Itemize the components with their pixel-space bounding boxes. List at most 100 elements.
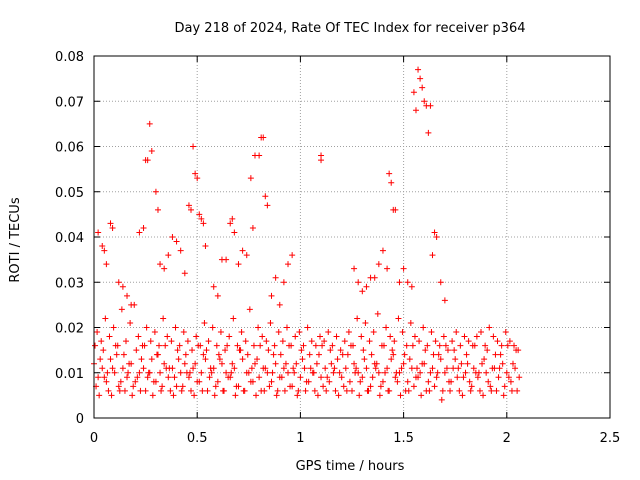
data-point (462, 369, 469, 376)
data-point (422, 347, 429, 354)
x-tick-label: 2 (503, 431, 511, 446)
data-point (257, 342, 264, 349)
data-point (318, 157, 325, 164)
data-point (145, 369, 152, 376)
data-point (338, 374, 345, 381)
data-point (449, 338, 456, 345)
data-point (487, 383, 494, 390)
data-point (401, 351, 408, 358)
data-point (466, 378, 473, 385)
data-point (488, 387, 495, 394)
data-point (140, 224, 147, 231)
data-point (341, 338, 348, 345)
data-point (188, 387, 195, 394)
data-point (114, 342, 121, 349)
data-point (280, 279, 287, 286)
data-point (425, 129, 432, 136)
data-point (184, 338, 191, 345)
data-point (324, 374, 331, 381)
data-point (482, 342, 489, 349)
data-point (408, 365, 415, 372)
data-point (349, 387, 355, 394)
data-point (156, 342, 163, 349)
data-point (442, 342, 449, 349)
data-point (493, 387, 500, 394)
data-point (456, 387, 463, 394)
data-point (188, 206, 195, 213)
data-point (473, 333, 480, 340)
data-point (496, 365, 503, 372)
data-point (474, 374, 481, 381)
data-point (102, 315, 109, 322)
data-point (419, 360, 426, 367)
data-point (359, 288, 366, 295)
data-point (417, 75, 424, 82)
data-point (196, 378, 203, 385)
data-point (467, 387, 474, 394)
data-point (283, 324, 290, 331)
data-point (420, 324, 427, 331)
data-point (95, 229, 102, 236)
data-point (340, 383, 347, 390)
data-point (149, 392, 156, 399)
data-point (194, 175, 201, 182)
data-point (218, 360, 225, 367)
data-point (399, 329, 406, 336)
data-point (160, 315, 167, 322)
data-point (121, 387, 128, 394)
data-point (189, 347, 196, 354)
data-point (507, 378, 514, 385)
data-point (98, 338, 105, 345)
data-point (157, 369, 164, 376)
data-point (441, 297, 448, 304)
data-point (101, 247, 108, 254)
data-point (385, 387, 392, 394)
data-point (307, 365, 314, 372)
data-point (270, 351, 277, 358)
data-point (138, 356, 145, 363)
data-point (227, 220, 234, 227)
data-point (465, 338, 472, 345)
data-point (498, 342, 505, 349)
data-point (323, 387, 330, 394)
data-point (190, 365, 197, 372)
data-point (300, 342, 307, 349)
data-point (476, 387, 483, 394)
data-point (500, 392, 507, 399)
data-point (238, 329, 245, 336)
data-point (479, 360, 486, 367)
data-point (299, 356, 306, 363)
data-point (334, 356, 341, 363)
data-point (240, 387, 247, 394)
data-point (185, 202, 192, 209)
data-point (101, 374, 108, 381)
data-point (342, 365, 349, 372)
data-point (144, 374, 151, 381)
data-point (231, 365, 238, 372)
data-point (239, 247, 246, 254)
data-point (162, 342, 169, 349)
data-point (315, 351, 322, 358)
y-tick-label: 0.06 (55, 141, 84, 156)
data-point (273, 392, 280, 399)
data-point (107, 220, 114, 227)
data-point (137, 387, 144, 394)
data-point (434, 369, 441, 376)
data-point (130, 383, 137, 390)
data-point (301, 365, 308, 372)
data-point (469, 342, 476, 349)
data-point (161, 265, 168, 272)
data-point (181, 360, 188, 367)
data-point (201, 319, 208, 326)
data-point (173, 238, 180, 245)
data-point (225, 374, 232, 381)
data-point (329, 342, 336, 349)
data-point (251, 360, 258, 367)
data-point (119, 283, 126, 290)
data-point (263, 338, 270, 345)
data-point (319, 342, 326, 349)
data-point (167, 387, 174, 394)
chart-title: Day 218 of 2024, Rate Of TEC Index for r… (175, 21, 526, 36)
data-point (294, 392, 301, 399)
data-point (159, 383, 166, 390)
